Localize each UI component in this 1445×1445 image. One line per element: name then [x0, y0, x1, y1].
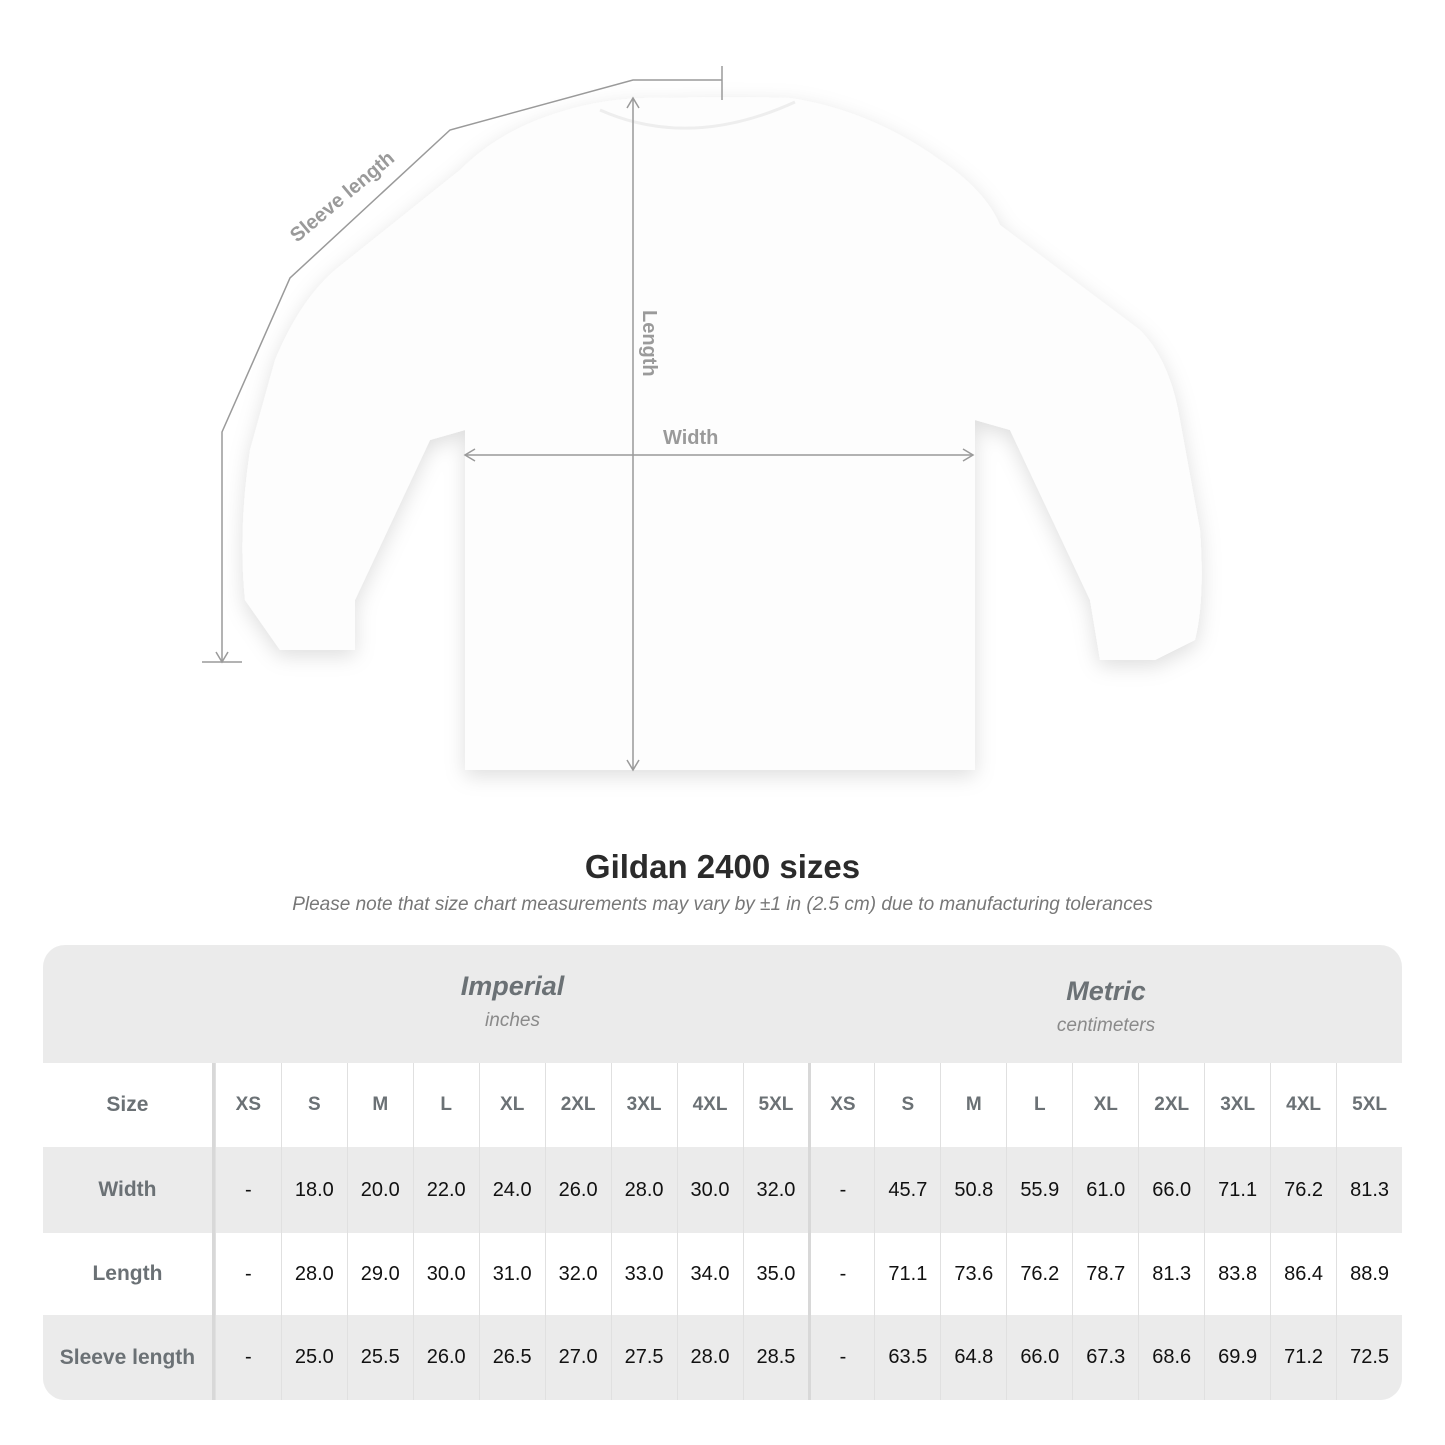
size-header-imperial: S [280, 1063, 347, 1147]
value-cell-metric: 76.2 [1006, 1233, 1072, 1315]
value-cell-metric: - [808, 1315, 874, 1400]
value-cell-imperial: 24.0 [478, 1147, 545, 1233]
long-sleeve-shirt [242, 97, 1202, 770]
value-cell-imperial: 30.0 [676, 1147, 743, 1233]
value-cell-imperial: 27.5 [610, 1315, 677, 1400]
size-header-imperial: M [346, 1063, 413, 1147]
value-cell-metric: 81.3 [1336, 1147, 1402, 1233]
size-header-imperial: XS [214, 1063, 281, 1147]
value-cell-imperial: 28.0 [280, 1233, 347, 1315]
size-header-metric: XS [808, 1063, 874, 1147]
size-header-imperial: XL [478, 1063, 545, 1147]
value-cell-imperial: 25.0 [280, 1315, 347, 1400]
size-header-imperial: 3XL [610, 1063, 677, 1147]
size-header-imperial: 5XL [742, 1063, 809, 1147]
width-label: Width [663, 427, 718, 449]
value-cell-metric: 55.9 [1006, 1147, 1072, 1233]
table-row: Length -28.0 29.0 30.0 31.0 32.0 33.0 34.0 35.0-… [43, 1233, 1402, 1315]
sleeve-length-line [221, 79, 722, 662]
value-cell-metric: 78.7 [1072, 1233, 1138, 1315]
imperial-unit: inches [485, 1010, 540, 1031]
value-cell-metric: 73.6 [940, 1233, 1006, 1315]
size-header-metric: S [874, 1063, 940, 1147]
value-cell-imperial: 28.0 [676, 1315, 743, 1400]
size-header-metric: L [1006, 1063, 1072, 1147]
value-cell-imperial: 27.0 [544, 1315, 611, 1400]
sleeve-length-label: Sleeve length [286, 147, 399, 247]
value-cell-imperial: 26.0 [544, 1147, 611, 1233]
row-label: Size [43, 1063, 215, 1147]
value-cell-metric: 71.1 [1204, 1147, 1270, 1233]
value-cell-metric: - [808, 1147, 874, 1233]
value-cell-imperial: 32.0 [742, 1147, 809, 1233]
metric-label: Metric [1066, 976, 1146, 1006]
tolerance-note: Please note that size chart measurements… [292, 894, 1153, 915]
size-header-metric: 4XL [1270, 1063, 1336, 1147]
row-label: Length [43, 1233, 215, 1315]
value-cell-metric: 45.7 [874, 1147, 940, 1233]
size-table: Imperial inches Metric centimeters Size X… [43, 945, 1402, 1400]
value-cell-imperial: - [214, 1233, 281, 1315]
size-header-imperial: 2XL [544, 1063, 611, 1147]
size-header-imperial: L [412, 1063, 479, 1147]
value-cell-metric: 50.8 [940, 1147, 1006, 1233]
value-cell-imperial: 26.0 [412, 1315, 479, 1400]
value-cell-metric: 61.0 [1072, 1147, 1138, 1233]
value-cell-metric: 68.6 [1138, 1315, 1204, 1400]
size-header-row: Size XS S M L XL 2XL 3XL 4XL 5XL XS S M L XL 2XL 3XL 4XL 5… [43, 1063, 1402, 1147]
value-cell-imperial: 20.0 [346, 1147, 413, 1233]
value-cell-imperial: 30.0 [412, 1233, 479, 1315]
table-row: Sleeve length -25.0 25.5 26.0 26.5 27.0 27.5 28… [43, 1315, 1402, 1400]
value-cell-metric: 66.0 [1006, 1315, 1072, 1400]
page-title: Gildan 2400 sizes [584, 848, 861, 885]
value-cell-imperial: 33.0 [610, 1233, 677, 1315]
value-cell-imperial: - [214, 1315, 281, 1400]
value-cell-metric: 76.2 [1270, 1147, 1336, 1233]
value-cell-metric: 86.4 [1270, 1233, 1336, 1315]
value-cell-metric: 66.0 [1138, 1147, 1204, 1233]
row-label: Sleeve length [43, 1315, 215, 1400]
value-cell-metric: 69.9 [1204, 1315, 1270, 1400]
metric-unit: centimeters [1056, 1015, 1156, 1036]
value-cell-metric: 67.3 [1072, 1315, 1138, 1400]
value-cell-imperial: 26.5 [478, 1315, 545, 1400]
value-cell-imperial: 32.0 [544, 1233, 611, 1315]
size-header-metric: M [940, 1063, 1006, 1147]
size-header-metric: XL [1072, 1063, 1138, 1147]
value-cell-metric: 81.3 [1138, 1233, 1204, 1315]
value-cell-imperial: 34.0 [676, 1233, 743, 1315]
value-cell-imperial: 28.0 [610, 1147, 677, 1233]
size-header-metric: 5XL [1336, 1063, 1402, 1147]
value-cell-imperial: 22.0 [412, 1147, 479, 1233]
value-cell-metric: 71.1 [874, 1233, 940, 1315]
length-label: Length [638, 310, 660, 377]
value-cell-imperial: 18.0 [280, 1147, 347, 1233]
imperial-header: Imperial inches [215, 945, 810, 1063]
value-cell-imperial: - [214, 1147, 281, 1233]
value-cell-imperial: 25.5 [346, 1315, 413, 1400]
row-label: Width [43, 1147, 215, 1233]
size-header-imperial: 4XL [676, 1063, 743, 1147]
imperial-label: Imperial [460, 971, 565, 1001]
metric-header: Metric centimeters [810, 950, 1402, 1068]
value-cell-metric: 64.8 [940, 1315, 1006, 1400]
value-cell-metric: 71.2 [1270, 1315, 1336, 1400]
size-grid: Size XS S M L XL 2XL 3XL 4XL 5XL XS S M L XL 2XL 3XL 4XL 5… [43, 1063, 1402, 1400]
size-header-metric: 2XL [1138, 1063, 1204, 1147]
value-cell-imperial: 31.0 [478, 1233, 545, 1315]
value-cell-imperial: 29.0 [346, 1233, 413, 1315]
table-row: Width -18.0 20.0 22.0 24.0 26.0 28.0 30.0 32.0-4… [43, 1147, 1402, 1233]
value-cell-metric: 83.8 [1204, 1233, 1270, 1315]
size-header-metric: 3XL [1204, 1063, 1270, 1147]
value-cell-metric: 63.5 [874, 1315, 940, 1400]
value-cell-metric: 88.9 [1336, 1233, 1402, 1315]
value-cell-metric: - [808, 1233, 874, 1315]
value-cell-imperial: 28.5 [742, 1315, 809, 1400]
shirt-diagram: Sleeve length Length Width [202, 66, 1202, 772]
value-cell-imperial: 35.0 [742, 1233, 809, 1315]
value-cell-metric: 72.5 [1336, 1315, 1402, 1400]
